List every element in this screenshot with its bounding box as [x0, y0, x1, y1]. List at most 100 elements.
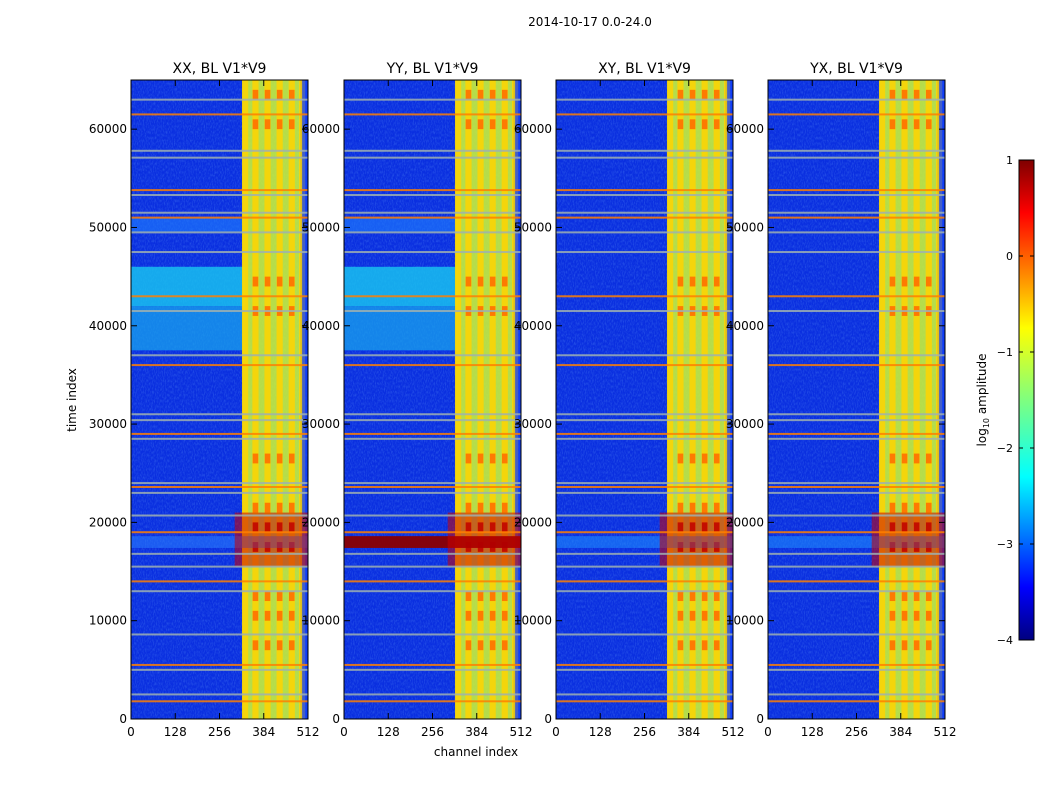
- hotspot-5-0: [677, 610, 684, 621]
- hotspot-10-1: [901, 89, 908, 100]
- hotspot-10-3: [713, 89, 720, 100]
- hotspot-10-2: [913, 89, 920, 100]
- figure-suptitle: 2014-10-17 0.0-24.0: [528, 15, 652, 29]
- rfi-row-14: [556, 437, 733, 440]
- rfi-row-4: [131, 633, 308, 636]
- hotspot-6-1: [689, 640, 696, 651]
- hotspot-1-2: [276, 502, 283, 513]
- y-tick-label: 60000: [89, 122, 127, 136]
- x-tick-label: 384: [889, 725, 912, 739]
- hotspot-9-0: [465, 119, 472, 130]
- y-tick-label: 60000: [302, 122, 340, 136]
- hotspot-10-3: [288, 89, 295, 100]
- band-43k: [344, 266, 459, 307]
- rfi-row-22: [768, 251, 945, 254]
- panel-title: XY, BL V1*V9: [598, 61, 691, 77]
- rfi-row-10: [344, 514, 521, 517]
- x-tick-label: 384: [677, 725, 700, 739]
- rfi-row-11: [768, 491, 945, 494]
- y-tick-label: 50000: [514, 220, 552, 234]
- band-50k: [131, 217, 246, 233]
- y-tick-label: 40000: [514, 319, 552, 333]
- rfi-row-6: [344, 580, 521, 583]
- hotspot-10-1: [477, 89, 484, 100]
- x-tick-label: 0: [552, 725, 560, 739]
- rfi-row-1: [556, 693, 733, 696]
- hotspot-10-0: [889, 89, 896, 100]
- rfi-row-16: [768, 419, 945, 422]
- hotspot-6-0: [889, 640, 896, 651]
- rfi-row-27: [768, 189, 945, 192]
- rfi-row-18: [556, 364, 733, 367]
- hotspot-5-2: [701, 610, 708, 621]
- rfi-row-24: [131, 216, 308, 219]
- hotspot-1-1: [901, 502, 908, 513]
- band-50k: [344, 217, 459, 233]
- rfi-row-25: [768, 211, 945, 214]
- rfi-row-24: [344, 216, 521, 219]
- rfi-row-12: [344, 485, 521, 488]
- panel-yx: YX, BL V1*V9 0 128 256 384 512 0 10000 20000 3000…: [726, 61, 957, 739]
- rfi-row-13: [556, 482, 733, 485]
- rfi-row-30: [768, 113, 945, 116]
- band-40k: [131, 306, 246, 351]
- rfi-row-5: [768, 590, 945, 593]
- rfi-row-9: [768, 531, 945, 534]
- hotspot-10-2: [276, 89, 283, 100]
- rfi-row-28: [556, 156, 733, 159]
- rfi-row-15: [131, 432, 308, 435]
- y-tick-label: 10000: [514, 614, 552, 628]
- rfi-row-1: [131, 693, 308, 696]
- rfi-row-25: [344, 211, 521, 214]
- strong-channel-2: [264, 80, 271, 719]
- x-tick-label: 256: [845, 725, 868, 739]
- y-tick-label: 0: [119, 712, 127, 726]
- rfi-row-15: [344, 432, 521, 435]
- y-tick-label: 10000: [726, 614, 764, 628]
- hotspot-1-0: [889, 502, 896, 513]
- panel-xy: XY, BL V1*V9 0 128 256 384 512 0 10000 20000 3000…: [514, 61, 745, 739]
- rfi-row-28: [131, 156, 308, 159]
- rfi-row-29: [344, 149, 521, 152]
- hotspot-10-3: [501, 89, 508, 100]
- y-axis-label: time index: [65, 368, 79, 432]
- rfi-row-20: [344, 310, 521, 313]
- rfi-row-30: [344, 113, 521, 116]
- hotspot-7-3: [925, 276, 932, 287]
- rfi-row-3: [556, 663, 733, 666]
- strong-channel-1: [677, 80, 684, 719]
- rfi-row-18: [344, 364, 521, 367]
- rfi-row-8: [131, 552, 308, 555]
- rfi-row-21: [131, 295, 308, 298]
- rfi-row-6: [556, 580, 733, 583]
- rfi-row-14: [131, 437, 308, 440]
- band-18k-core: [234, 512, 308, 567]
- band-18k-core: [659, 512, 733, 567]
- hotspot-5-1: [477, 610, 484, 621]
- rfi-row-20: [768, 310, 945, 313]
- hotspot-0-1: [689, 453, 696, 464]
- hotspot-10-2: [489, 89, 496, 100]
- hotspot-0-2: [701, 453, 708, 464]
- rfi-row-2: [556, 668, 733, 671]
- x-tick-label: 128: [589, 725, 612, 739]
- hotspot-7-3: [713, 276, 720, 287]
- hotspot-0-3: [925, 453, 932, 464]
- hotspot-4-2: [913, 591, 920, 602]
- rfi-row-0: [768, 700, 945, 703]
- y-tick-label: 30000: [89, 417, 127, 431]
- rfi-row-17: [344, 413, 521, 416]
- hotspot-10-1: [264, 89, 271, 100]
- colorbar: 10−1−2−3−4 log10 amplitude: [975, 154, 1035, 647]
- rfi-row-23: [344, 231, 521, 234]
- rfi-row-10: [556, 514, 733, 517]
- hotspot-0-1: [477, 453, 484, 464]
- hotspot-4-3: [713, 591, 720, 602]
- hotspot-4-1: [477, 591, 484, 602]
- hotspot-9-2: [913, 119, 920, 130]
- hotspot-5-3: [288, 610, 295, 621]
- hotspot-4-0: [252, 591, 259, 602]
- hotspot-7-2: [913, 276, 920, 287]
- hotspot-5-0: [465, 610, 472, 621]
- rfi-row-13: [768, 482, 945, 485]
